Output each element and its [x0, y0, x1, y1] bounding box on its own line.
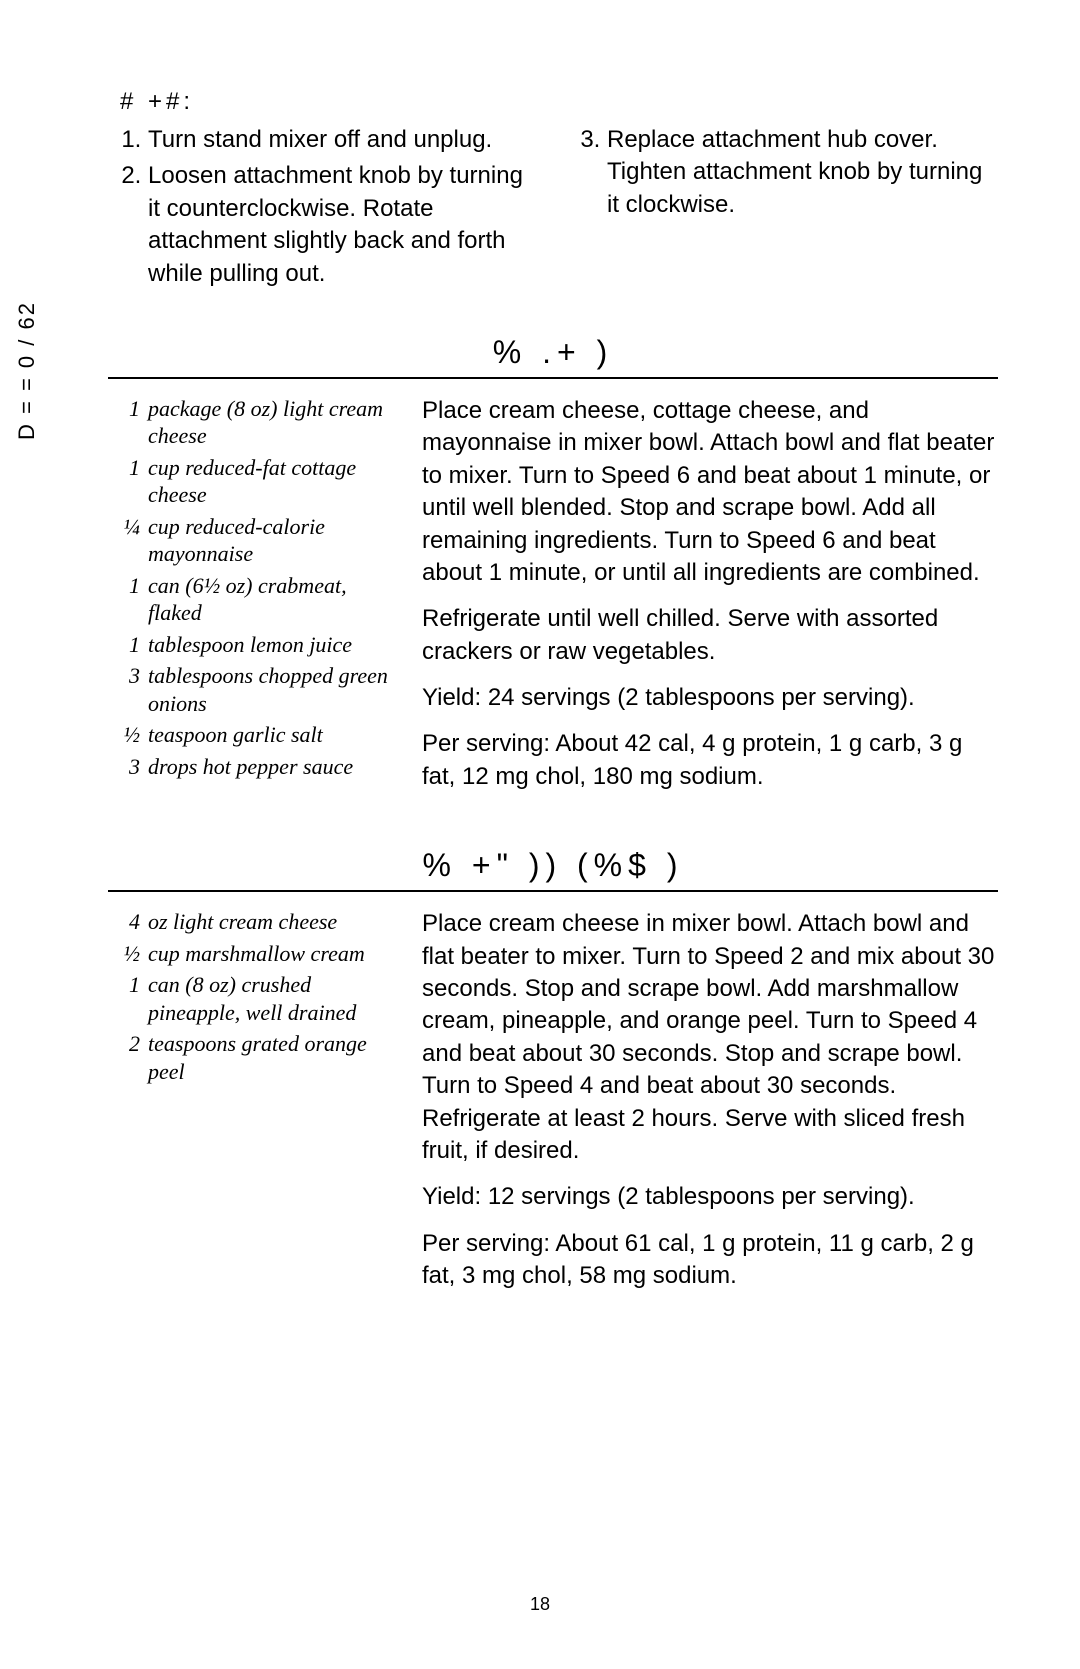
ingredient-item: teaspoon garlic salt — [148, 721, 398, 749]
right-steps: Replace attachment hub cover. Tighten at… — [579, 124, 998, 221]
ingredient-row: ½cup marshmallow cream — [108, 940, 398, 968]
ingredient-item: can (6½ oz) crabmeat, flaked — [148, 572, 398, 627]
ingredient-qty: 1 — [108, 395, 148, 450]
ingredient-row: 4oz light cream cheese — [108, 908, 398, 936]
ingredient-qty: ½ — [108, 940, 148, 968]
ingredient-row: 1tablespoon lemon juice — [108, 631, 398, 659]
recipe2-instructions: Place cream cheese in mixer bowl. Attach… — [422, 908, 998, 1306]
page-number: 18 — [0, 1594, 1080, 1615]
instruction-paragraph: Yield: 12 servings (2 tablespoons per se… — [422, 1181, 998, 1213]
instruction-paragraph: Place cream cheese, cottage cheese, and … — [422, 395, 998, 589]
ingredient-qty: ¼ — [108, 513, 148, 568]
recipe2-ingredients: 4oz light cream cheese ½cup marshmallow … — [108, 908, 398, 1306]
ingredient-item: drops hot pepper sauce — [148, 753, 398, 781]
ingredient-item: cup reduced-calorie mayonnaise — [148, 513, 398, 568]
ingredient-item: teaspoons grated orange peel — [148, 1030, 398, 1085]
instruction-paragraph: Per serving: About 61 cal, 1 g protein, … — [422, 1228, 998, 1293]
right-column: Replace attachment hub cover. Tighten at… — [579, 124, 998, 294]
ingredient-qty: 1 — [108, 572, 148, 627]
side-page-label: D = = 0 / 62 — [14, 301, 40, 440]
step: Replace attachment hub cover. Tighten at… — [607, 124, 998, 221]
instruction-paragraph: Place cream cheese in mixer bowl. Attach… — [422, 908, 998, 1167]
ingredient-item: oz light cream cheese — [148, 908, 398, 936]
ingredient-row: 1can (6½ oz) crabmeat, flaked — [108, 572, 398, 627]
recipe1-ingredients: 1package (8 oz) light cream cheese 1cup … — [108, 395, 398, 807]
page: D = = 0 / 62 # +#: Turn stand mixer off … — [0, 0, 1080, 1669]
ingredient-qty: 2 — [108, 1030, 148, 1085]
ingredient-row: 1cup reduced-fat cottage cheese — [108, 454, 398, 509]
step: Turn stand mixer off and unplug. — [148, 124, 539, 156]
left-steps: Turn stand mixer off and unplug. Loosen … — [120, 124, 539, 290]
ingredient-item: cup marshmallow cream — [148, 940, 398, 968]
ingredient-row: 3drops hot pepper sauce — [108, 753, 398, 781]
ingredient-qty: 3 — [108, 753, 148, 781]
ingredient-item: cup reduced-fat cottage cheese — [148, 454, 398, 509]
ingredient-row: 1can (8 oz) crushed pineapple, well drai… — [108, 971, 398, 1026]
ingredient-item: can (8 oz) crushed pineapple, well drain… — [148, 971, 398, 1026]
ingredient-row: ½teaspoon garlic salt — [108, 721, 398, 749]
ingredient-row: 1package (8 oz) light cream cheese — [108, 395, 398, 450]
ingredient-row: 3tablespoons chopped green onions — [108, 662, 398, 717]
instruction-paragraph: Per serving: About 42 cal, 4 g protein, … — [422, 728, 998, 793]
top-section: # +#: Turn stand mixer off and unplug. L… — [120, 88, 998, 294]
top-heading: # +#: — [120, 88, 998, 116]
step: Loosen attachment knob by turning it cou… — [148, 160, 539, 290]
recipe2-title: % +" )) (%$ ) — [108, 847, 998, 892]
instruction-paragraph: Refrigerate until well chilled. Serve wi… — [422, 603, 998, 668]
ingredient-qty: 4 — [108, 908, 148, 936]
left-column: Turn stand mixer off and unplug. Loosen … — [120, 124, 539, 294]
ingredient-qty: 1 — [108, 971, 148, 1026]
ingredient-row: 2teaspoons grated orange peel — [108, 1030, 398, 1085]
ingredient-qty: 1 — [108, 631, 148, 659]
step-columns: Turn stand mixer off and unplug. Loosen … — [120, 124, 998, 294]
recipe1-title: % .+ ) — [108, 334, 998, 379]
ingredient-item: tablespoon lemon juice — [148, 631, 398, 659]
ingredient-item: tablespoons chopped green onions — [148, 662, 398, 717]
recipe1-instructions: Place cream cheese, cottage cheese, and … — [422, 395, 998, 807]
ingredient-row: ¼cup reduced-calorie mayonnaise — [108, 513, 398, 568]
instruction-paragraph: Yield: 24 servings (2 tablespoons per se… — [422, 682, 998, 714]
ingredient-qty: 3 — [108, 662, 148, 717]
ingredient-qty: ½ — [108, 721, 148, 749]
recipe2: 4oz light cream cheese ½cup marshmallow … — [108, 908, 998, 1306]
ingredient-qty: 1 — [108, 454, 148, 509]
recipe1: 1package (8 oz) light cream cheese 1cup … — [108, 395, 998, 807]
ingredient-item: package (8 oz) light cream cheese — [148, 395, 398, 450]
